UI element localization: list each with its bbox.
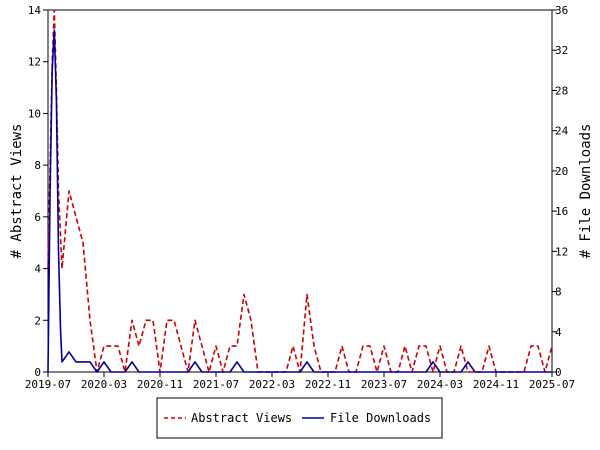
y-right-tick-label: 4 [555, 326, 562, 339]
x-tick-label: 2020-03 [81, 378, 127, 391]
y-right-tick-label: 16 [555, 205, 568, 218]
y-right-tick-label: 20 [555, 165, 568, 178]
series-line-abstract-views [47, 9, 553, 373]
y-right-tick-label: 8 [555, 286, 562, 299]
y-right-tick-label: 24 [555, 125, 569, 138]
y-right-tick-label: 12 [555, 245, 568, 258]
y-left-tick-label: 6 [34, 211, 41, 224]
y-left-tick-label: 2 [34, 314, 41, 327]
x-tick-label: 2022-11 [305, 378, 351, 391]
y-right-tick-label: 36 [555, 4, 568, 17]
x-tick-label: 2020-11 [137, 378, 183, 391]
legend-label-abstract-views: Abstract Views [191, 411, 292, 425]
series-lines [47, 9, 553, 373]
legend-box [156, 397, 443, 439]
series-line-file-downloads [47, 29, 552, 373]
y-right-tick-label: 32 [555, 44, 568, 57]
legend: Abstract Views File Downloads [156, 397, 443, 439]
y-left-tick-label: 12 [28, 56, 41, 69]
x-tick-label: 2019-07 [25, 378, 71, 391]
y-left-tick-label: 14 [28, 4, 42, 17]
y-left-tick-label: 4 [34, 263, 41, 276]
y-axis-left-title: # Abstract Views [9, 124, 25, 259]
x-tick-label: 2024-11 [473, 378, 519, 391]
plot-frame [47, 9, 553, 373]
y-left-tick-label: 10 [28, 107, 41, 120]
y-right-tick-label: 28 [555, 84, 568, 97]
y-left-tick-label: 8 [34, 159, 41, 172]
x-tick-label: 2024-03 [417, 378, 463, 391]
y-axis-right-title: # File Downloads [578, 124, 594, 259]
x-tick-label: 2021-07 [193, 378, 239, 391]
y-left-tick-label: 0 [34, 366, 41, 379]
x-tick-label: 2022-03 [249, 378, 295, 391]
y-right-tick-label: 0 [555, 366, 562, 379]
x-tick-label: 2023-07 [361, 378, 407, 391]
legend-label-file-downloads: File Downloads [330, 411, 431, 425]
x-tick-label: 2025-07 [529, 378, 575, 391]
